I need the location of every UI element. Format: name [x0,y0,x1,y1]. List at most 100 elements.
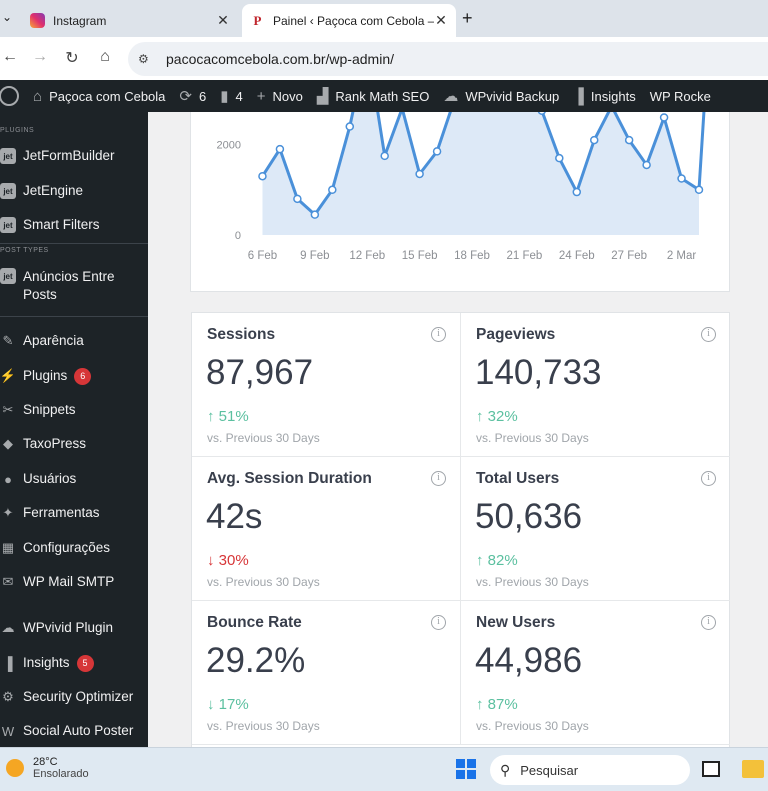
sidebar-item-plugins[interactable]: ⚡ Plugins 6 [0,367,148,385]
new-content-link[interactable]: + Novo [250,80,310,112]
sidebar-item-usuarios[interactable]: ● Usuários [0,470,148,488]
windows-taskbar: 28°C Ensolarado ⚲ Pesquisar [0,747,768,791]
new-label: Novo [272,88,303,104]
taskbar-search[interactable]: ⚲ Pesquisar [490,755,690,785]
wp-logo-button[interactable] [0,80,26,112]
sidebar-item-label: Insights [23,655,70,670]
wordpress-icon [0,86,19,106]
site-info-icon[interactable]: ⚙ [138,52,149,66]
info-icon[interactable]: i [431,615,446,630]
metric-avg-session-duration: Avg. Session Duration i 42s ↓ 30% vs. Pr… [192,457,461,601]
home-icon[interactable]: ⌂ [100,48,110,65]
chart-data-point[interactable] [694,185,704,195]
chart-data-point[interactable] [415,169,424,179]
metric-pageviews: Pageviews i 140,733 ↑ 32% vs. Previous 3… [461,313,730,457]
chart-data-point[interactable] [432,147,442,156]
forward-arrow-icon[interactable]: → [32,48,48,65]
wp-rocket-link[interactable]: WP Rocke [643,80,718,112]
chart-data-point[interactable] [310,210,320,219]
wp-admin-bar: ⌂ Paçoca com Cebola ⟳ 6 ▮ 4 + Novo ▟ Rank Mat… [0,80,768,112]
chart-data-point[interactable] [659,113,669,122]
task-view-icon[interactable] [702,761,720,777]
sidebar-item-configuracoes[interactable]: ▦ Configurações [0,539,148,557]
chart-data-point[interactable] [555,153,564,163]
metric-sessions: Sessions i 87,967 ↑ 51% vs. Previous 30 … [192,313,461,457]
metric-value: 140,733 [475,353,602,392]
sidebar-item-security-optimizer[interactable]: ⚙ Security Optimizer [0,688,148,706]
metric-label: Avg. Session Duration [207,470,372,487]
wpvivid-link[interactable]: ☁ WPvivid Backup [436,80,566,112]
back-arrow-icon[interactable]: ← [2,48,18,65]
metric-label: New Users [476,614,556,631]
wp-rocket-label: WP Rocke [649,88,711,104]
windows-start-icon[interactable] [456,759,476,779]
sidebar-item-insights[interactable]: ▐ Insights 5 [0,654,148,672]
tab-instagram[interactable]: Instagram ✕ [22,4,238,37]
metric-change: ↑ 32% [476,408,518,425]
comments-link[interactable]: ▮ 4 [213,80,250,112]
reload-icon[interactable]: ↻ [65,50,79,67]
chart-data-point[interactable] [328,185,337,195]
site-name-link[interactable]: ⌂ Paçoca com Cebola [26,80,172,112]
sidebar-item-jetengine[interactable]: jet JetEngine [0,182,148,200]
insights-link[interactable]: ▐ Insights [566,80,642,112]
comment-icon: ▮ [220,88,229,105]
sidebar-item-social-auto-poster[interactable]: W Social Auto Poster [0,722,148,740]
metric-change-value: 51% [218,408,249,425]
metric-change-value: 82% [487,552,518,569]
info-icon[interactable]: i [431,327,446,342]
sidebar-item-smart-filters[interactable]: jet Smart Filters [0,216,148,234]
chart-x-tick-label: 24 Feb [559,250,595,262]
weather-widget[interactable]: 28°C Ensolarado [6,756,89,780]
sidebar-item-snippets[interactable]: ✂ Snippets [0,401,148,419]
chart-data-point[interactable] [275,144,285,154]
sidebar-item-label: JetEngine [23,183,84,198]
sun-icon [6,759,24,777]
sidebar-item-wpvivid[interactable]: ☁ WPvivid Plugin [0,619,148,637]
chart-data-point[interactable] [677,174,686,183]
sidebar-item-ferramentas[interactable]: ✦ Ferramentas [0,504,148,522]
sidebar-item-jetformbuilder[interactable]: jet JetFormBuilder [0,147,148,165]
info-icon[interactable]: i [701,615,716,630]
sessions-chart-card: 0 2000 6 Feb 9 Feb 12 Feb 15 Feb 18 Feb 21 Feb 2… [190,112,766,292]
updates-link[interactable]: ⟳ 6 [172,80,213,112]
instagram-icon [30,13,45,28]
post-type-icon: jet [0,268,16,284]
chart-data-point[interactable] [537,112,546,115]
chart-data-point[interactable] [380,151,389,161]
sidebar-item-taxopress[interactable]: ◆ TaxoPress [0,435,148,453]
search-icon: ⚲ [500,761,511,778]
chart-data-point[interactable] [345,122,355,131]
info-icon[interactable]: i [701,471,716,486]
new-tab-button[interactable]: + [462,8,473,28]
chart-data-point[interactable] [589,135,599,145]
jet-icon: jet [0,148,16,164]
metric-label: Pageviews [476,326,556,343]
info-icon[interactable]: i [701,327,716,342]
tab-painel[interactable]: P Painel ‹ Paçoca com Cebola — W ✕ [242,4,456,37]
sidebar-item-anuncios[interactable]: jet Anúncios Entre Posts [0,268,148,304]
close-icon[interactable]: ✕ [217,12,229,28]
mail-icon: ✉ [2,574,14,589]
file-explorer-icon[interactable] [742,760,764,778]
w-icon: W [1,723,15,739]
chart-data-point[interactable] [258,171,267,181]
metric-change-value: 30% [218,552,249,569]
tab-search-chevron-icon[interactable]: ⌄ [2,10,13,24]
sidebar-item-aparencia[interactable]: ✎ Aparência [0,332,148,350]
close-icon[interactable]: ✕ [435,12,447,28]
chart-data-point[interactable] [572,187,582,197]
sidebar-item-label: Social Auto Poster [23,723,134,738]
rank-math-link[interactable]: ▟ Rank Math SEO [310,80,436,112]
metric-change-value: 32% [487,408,518,425]
chart-x-tick-label: 18 Feb [454,250,490,262]
chart-data-point[interactable] [293,194,302,204]
arrow-down-icon: ↓ [207,696,219,713]
sidebar-item-wp-mail-smtp[interactable]: ✉ WP Mail SMTP [0,573,148,591]
chart-data-point[interactable] [642,160,651,170]
chart-data-point[interactable] [624,135,634,145]
metric-value: 50,636 [475,497,583,536]
address-bar[interactable]: ⚙ pacocacomcebola.com.br/wp-admin/ [128,42,768,76]
info-icon[interactable]: i [431,471,446,486]
metric-change: ↑ 87% [476,696,518,713]
